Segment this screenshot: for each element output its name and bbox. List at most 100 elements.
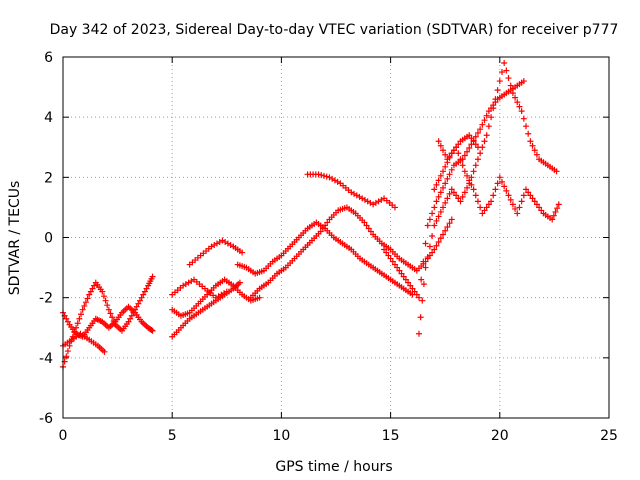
data-point (483, 204, 490, 211)
data-point (418, 276, 425, 283)
data-point (138, 294, 145, 301)
data-point (448, 166, 455, 173)
data-point (457, 198, 464, 205)
data-point (474, 129, 481, 136)
data-point (435, 193, 442, 200)
data-point (422, 240, 429, 247)
data-point (405, 279, 412, 286)
data-point (552, 208, 559, 215)
data-point (319, 225, 326, 232)
data-point (442, 180, 449, 187)
data-point (81, 302, 88, 309)
data-point (474, 144, 481, 151)
data-point (429, 249, 436, 256)
y-axis-label: SDTVAR / TECUs (7, 181, 23, 296)
data-point (536, 204, 543, 211)
series-track-j (304, 171, 398, 211)
data-point (490, 192, 497, 199)
data-point (367, 228, 374, 235)
data-point (433, 181, 440, 188)
data-point (455, 141, 462, 148)
data-point (318, 172, 325, 179)
data-point (509, 201, 516, 208)
data-point (470, 138, 477, 145)
y-tick-label: 0 (44, 231, 53, 247)
data-point (477, 150, 484, 157)
data-point (435, 138, 442, 145)
y-tick-label: -2 (39, 291, 53, 307)
data-point (437, 235, 444, 242)
data-point (323, 173, 330, 180)
data-point (437, 208, 444, 215)
data-point (415, 330, 422, 337)
data-point (431, 204, 438, 211)
data-point (550, 212, 557, 219)
data-point (527, 192, 534, 199)
data-point (109, 314, 116, 321)
data-point (501, 183, 508, 190)
data-point (63, 353, 70, 360)
data-point (236, 279, 243, 286)
data-point (501, 60, 508, 67)
data-point (424, 222, 431, 229)
data-point (141, 288, 148, 295)
data-point (387, 255, 394, 262)
data-point (128, 312, 135, 319)
data-point (107, 310, 114, 317)
data-point (435, 239, 442, 246)
data-point (470, 168, 477, 175)
data-point (389, 258, 396, 265)
data-point (468, 135, 475, 142)
data-point (488, 198, 495, 205)
data-point (555, 201, 562, 208)
data-point (512, 94, 519, 101)
y-tick-label: 4 (44, 110, 53, 126)
data-point (470, 186, 477, 193)
x-tick-label: 10 (272, 428, 290, 444)
data-point (143, 285, 150, 292)
data-point (444, 159, 451, 166)
data-point (533, 151, 540, 158)
data-point (437, 172, 444, 179)
data-point (498, 178, 505, 185)
series-track-c (60, 330, 108, 355)
data-point (448, 150, 455, 157)
data-point (472, 192, 479, 199)
data-point (424, 254, 431, 261)
data-point (365, 225, 372, 232)
data-point (64, 318, 71, 325)
data-point (398, 270, 405, 277)
chart-title: Day 342 of 2023, Sidereal Day-to-day VTE… (50, 22, 619, 38)
data-point (474, 156, 481, 163)
data-point (437, 142, 444, 149)
data-point (78, 311, 85, 318)
data-point (426, 216, 433, 223)
data-point (420, 258, 427, 265)
data-point (324, 219, 331, 226)
data-point (529, 195, 536, 202)
data-point (512, 205, 519, 212)
data-point (477, 126, 484, 133)
data-point (488, 114, 495, 121)
data-point (450, 189, 457, 196)
data-point (148, 327, 155, 334)
data-point (472, 141, 479, 148)
data-point (516, 204, 523, 211)
data-point (531, 198, 538, 205)
data-point (63, 315, 70, 322)
data-point (474, 198, 481, 205)
y-tick-label: 6 (44, 50, 53, 66)
series-track-l (415, 60, 560, 337)
data-point (461, 168, 468, 175)
series-track-f (169, 276, 230, 301)
data-point (492, 186, 499, 193)
data-point (415, 294, 422, 301)
data-point (494, 87, 501, 94)
data-point (472, 162, 479, 169)
y-tick-label: -4 (39, 351, 53, 367)
series-track-i (247, 204, 455, 301)
series-track-e (169, 276, 263, 319)
x-axis-label: GPS time / hours (275, 459, 392, 475)
data-point (64, 348, 71, 355)
data-point (431, 186, 438, 193)
